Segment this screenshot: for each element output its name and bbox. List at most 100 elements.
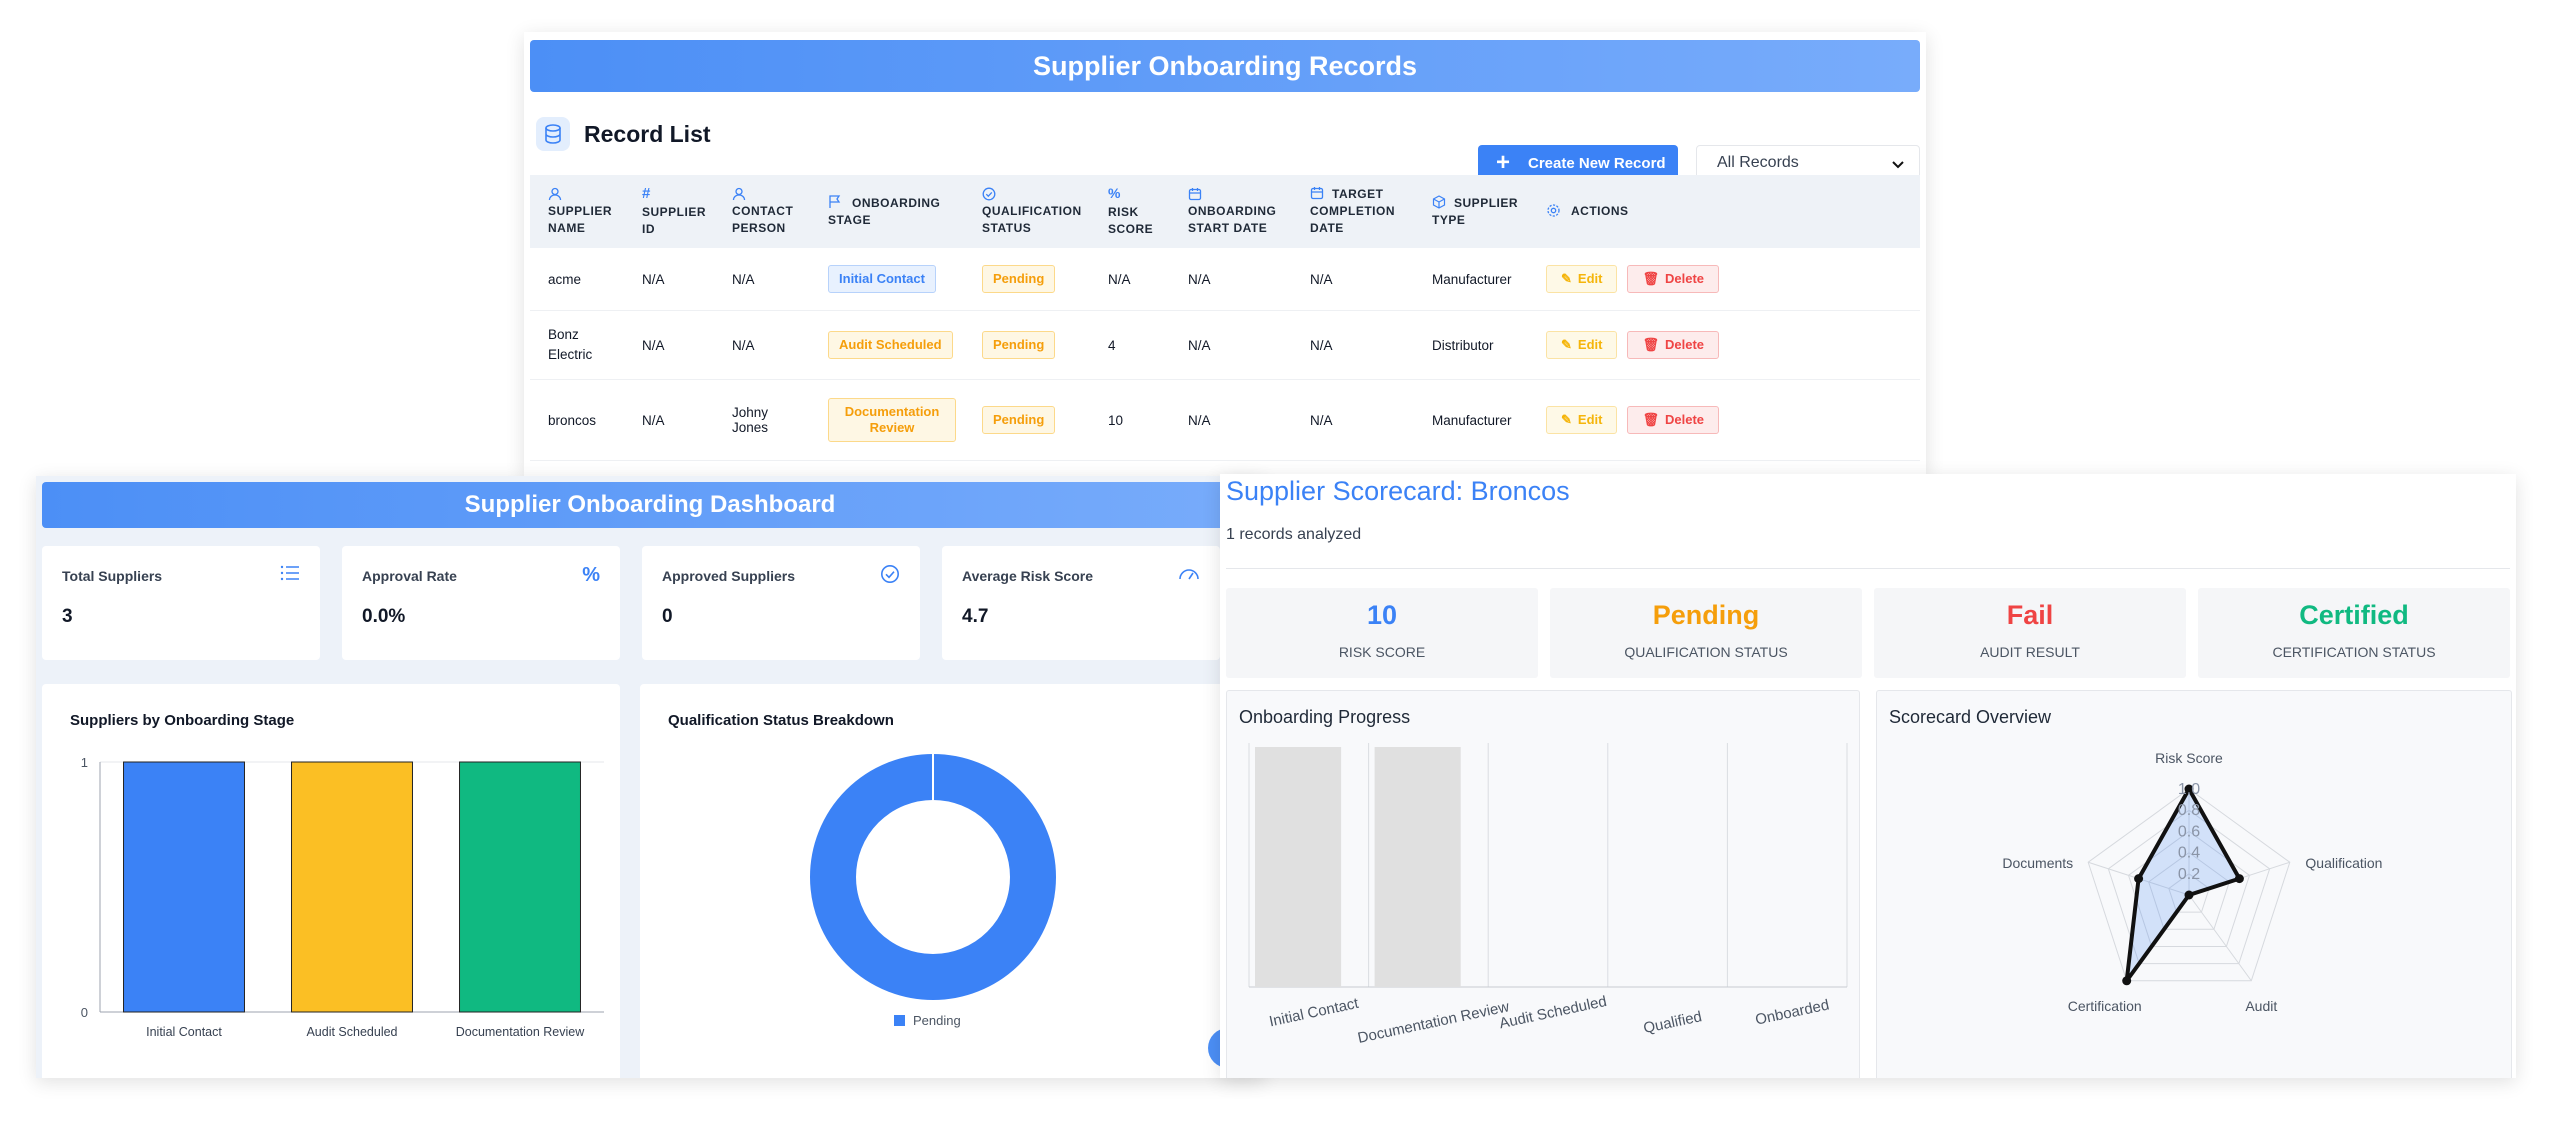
- x-tick-label: Documentation Review: [1356, 998, 1511, 1047]
- table-row[interactable]: acme N/A N/A Initial Contact Pending N/A…: [530, 248, 1920, 311]
- col-onboarding-start-date[interactable]: Onboarding Start Date: [1170, 175, 1293, 248]
- radar-grid-ring: [2148, 851, 2230, 930]
- radar-axis-label: Documents: [2002, 855, 2073, 871]
- edit-icon: ✎: [1561, 271, 1572, 286]
- edit-button[interactable]: ✎ Edit: [1546, 265, 1618, 293]
- edit-icon: ✎: [1561, 337, 1572, 352]
- record-list-header: Record List + Create New Record All Reco…: [530, 104, 1920, 181]
- scorecard-overview-card: Scorecard Overview 0.2 0.4 0.6 0.8 1.0 Risk S…: [1876, 690, 2512, 1078]
- radar-point: [2184, 784, 2194, 794]
- scorecard-panel: Supplier Scorecard: Broncos 1 records an…: [1220, 474, 2516, 1078]
- progress-bar: [1374, 747, 1461, 987]
- qualification-badge: Pending: [982, 331, 1056, 359]
- cell-supplier-id: N/A: [624, 310, 715, 380]
- record-list-title: Record List: [584, 120, 711, 147]
- legend-label: Pending: [913, 1013, 961, 1028]
- cell-supplier-type: Manufacturer: [1414, 379, 1529, 461]
- stat-card-total-suppliers: Total Suppliers 3: [42, 546, 320, 660]
- cell-target-date: N/A: [1292, 310, 1415, 380]
- stage-badge: Initial Contact: [828, 265, 936, 293]
- plus-icon: +: [1496, 149, 1511, 176]
- scorecard-title: Supplier Scorecard: Broncos: [1226, 476, 1570, 506]
- edit-button[interactable]: ✎ Edit: [1546, 331, 1618, 359]
- stat-card-average-risk: Average Risk Score 4.7: [942, 546, 1220, 660]
- col-contact-person[interactable]: Contact Person: [714, 175, 811, 248]
- radar-grid-ring: [2127, 830, 2251, 947]
- cell-target-date: N/A: [1292, 379, 1415, 461]
- kpi-risk-score: 10 Risk Score: [1226, 588, 1538, 678]
- col-qualification-status[interactable]: Qualification Status: [964, 175, 1091, 248]
- cell-risk-score: 10: [1090, 379, 1171, 461]
- cell-start-date: N/A: [1170, 379, 1293, 461]
- radar-grid-ring: [2168, 873, 2210, 913]
- box-icon: [1432, 194, 1446, 209]
- progress-bar: [1255, 747, 1342, 987]
- radial-tick-label: 0.8: [2178, 802, 2200, 819]
- filter-value: All Records: [1717, 154, 1799, 171]
- table-row[interactable]: broncos N/A Johny Jones Documentation Re…: [530, 379, 1920, 461]
- check-circle-icon: [982, 187, 996, 200]
- cell-contact-person: N/A: [714, 248, 811, 311]
- edit-button[interactable]: ✎ Edit: [1546, 406, 1618, 434]
- cell-contact-person: Johny Jones: [714, 379, 811, 461]
- cell-supplier-type: Distributor: [1414, 310, 1529, 380]
- cell-supplier-id: N/A: [624, 248, 715, 311]
- x-tick-label: Audit Scheduled: [306, 1025, 397, 1039]
- col-supplier-name[interactable]: Supplier Name: [530, 175, 624, 248]
- stage-badge: Documentation Review: [828, 398, 957, 442]
- radar-point: [2122, 976, 2132, 986]
- radar-axis-label: Risk Score: [2155, 750, 2223, 766]
- trash-icon: 🗑: [1642, 271, 1659, 286]
- gauge-icon: [1179, 569, 1199, 580]
- records-table: Supplier Name # Supplier ID Contact Perso…: [530, 175, 1920, 461]
- radar-axis-label: Certification: [2068, 998, 2142, 1014]
- col-target-completion-date[interactable]: Target Completion Date: [1292, 175, 1415, 248]
- qualification-donut-chart: Pending: [810, 754, 1056, 1028]
- radial-tick-label: 0.2: [2178, 866, 2200, 883]
- y-tick-label: 0: [81, 1005, 88, 1020]
- kpi-value: 10: [1366, 600, 1398, 630]
- x-tick-label: Qualified: [1642, 1008, 1703, 1037]
- delete-button[interactable]: 🗑 Delete: [1627, 406, 1720, 434]
- y-tick-label: 1: [81, 755, 88, 770]
- chevron-down-icon: [1892, 161, 1904, 169]
- kpi-value: Pending: [1652, 600, 1760, 630]
- progress-title: Onboarding Progress: [1239, 707, 1411, 727]
- radar-series: [2124, 787, 2242, 983]
- legend-swatch: [894, 1015, 905, 1026]
- qualification-badge: Pending: [982, 265, 1056, 293]
- dashboard-panel: Supplier Onboarding Dashboard Total Supp…: [36, 476, 1264, 1078]
- cell-contact-person: N/A: [714, 310, 811, 380]
- radial-tick-label: 1.0: [2178, 781, 2200, 798]
- delete-button[interactable]: 🗑 Delete: [1627, 331, 1720, 359]
- delete-button[interactable]: 🗑 Delete: [1627, 265, 1720, 293]
- scorecard-subtitle: 1 records analyzed: [1226, 526, 1362, 543]
- col-supplier-id[interactable]: # Supplier ID: [624, 175, 715, 248]
- cell-supplier-id: N/A: [624, 379, 715, 461]
- scorecard-radar-chart: 0.2 0.4 0.6 0.8 1.0 Risk Score Qualification Au…: [2002, 750, 2382, 1014]
- donut-chart-card: Qualification Status Breakdown Pending: [640, 684, 1258, 1078]
- stat-card-approval-rate: Approval Rate 0.0% %: [342, 546, 620, 660]
- col-onboarding-stage[interactable]: Onboarding Stage: [810, 175, 965, 248]
- radar-axis-label: Audit: [2245, 998, 2277, 1014]
- donut-slice: [810, 754, 1056, 1000]
- bar: [123, 761, 245, 1013]
- cell-start-date: N/A: [1170, 248, 1293, 311]
- onboarding-progress-card: Onboarding Progress Initial Contact Docum…: [1226, 690, 1860, 1078]
- cell-supplier-name: Bonz Electric: [530, 310, 624, 380]
- kpi-audit-result: Fail Audit Result: [1874, 588, 2186, 678]
- kpi-certification-status: Certified Certification Status: [2198, 588, 2510, 678]
- cell-risk-score: N/A: [1090, 248, 1171, 311]
- kpi-label: Certification Status: [2272, 644, 2436, 660]
- cell-supplier-name: acme: [530, 248, 624, 311]
- x-tick-label: Initial Contact: [146, 1025, 222, 1039]
- gear-icon: [1547, 204, 1560, 217]
- radar-point: [2184, 890, 2194, 900]
- table-row[interactable]: Bonz Electric N/A N/A Audit Scheduled Pe…: [530, 310, 1920, 380]
- trash-icon: 🗑: [1642, 337, 1659, 352]
- cell-supplier-type: Manufacturer: [1414, 248, 1529, 311]
- user-icon: [732, 187, 746, 200]
- col-supplier-type[interactable]: Supplier Type: [1414, 175, 1529, 248]
- col-risk-score[interactable]: % Risk Score: [1090, 175, 1171, 248]
- stat-card-approved-suppliers: Approved Suppliers 0: [642, 546, 920, 660]
